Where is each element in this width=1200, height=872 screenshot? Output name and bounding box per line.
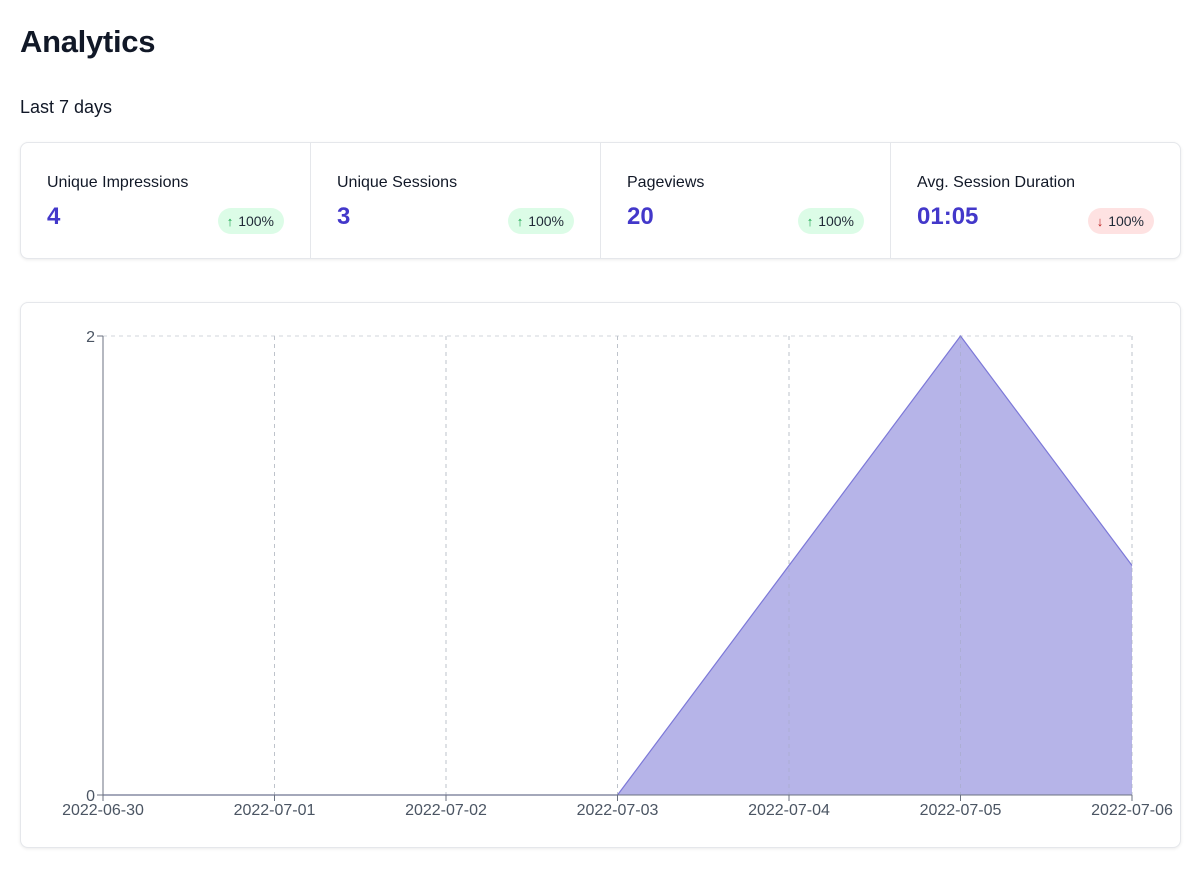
stat-unique-impressions: Unique Impressions 4 ↑ 100% [21, 143, 311, 258]
stat-unique-sessions: Unique Sessions 3 ↑ 100% [311, 143, 601, 258]
stat-value: 20 [627, 203, 654, 230]
stat-avg-session-duration: Avg. Session Duration 01:05 ↓ 100% [891, 143, 1180, 258]
change-badge: ↑ 100% [797, 208, 864, 234]
change-value: 100% [1108, 213, 1144, 229]
x-tick-label: 2022-07-02 [405, 802, 487, 819]
change-value: 100% [528, 213, 564, 229]
change-value: 100% [238, 213, 274, 229]
arrow-up-icon: ↑ [516, 213, 524, 229]
change-badge: ↑ 100% [507, 208, 574, 234]
x-tick-label: 2022-07-06 [1091, 802, 1173, 819]
change-badge: ↓ 100% [1087, 208, 1154, 234]
area-fill [103, 336, 1132, 795]
y-tick-label: 0 [86, 788, 95, 805]
stats-card: Unique Impressions 4 ↑ 100% Unique Sessi… [20, 142, 1181, 259]
x-tick-label: 2022-06-30 [62, 802, 144, 819]
stat-label: Unique Impressions [47, 174, 189, 191]
stat-label: Avg. Session Duration [917, 174, 1076, 191]
x-tick-label: 2022-07-04 [748, 802, 830, 819]
stat-value: 01:05 [917, 203, 979, 230]
arrow-up-icon: ↑ [806, 213, 814, 229]
stat-label: Unique Sessions [337, 174, 458, 191]
change-value: 100% [818, 213, 854, 229]
chart-card: 0 2 2022-06-30 2022-07-01 2022-07-02 2022-07-… [20, 302, 1181, 848]
change-badge: ↑ 100% [217, 208, 284, 234]
page-title: Analytics [20, 24, 156, 59]
stat-value: 3 [337, 203, 351, 230]
y-tick-label: 2 [86, 329, 95, 346]
x-tick-label: 2022-07-01 [234, 802, 316, 819]
x-tick-label: 2022-07-03 [577, 802, 659, 819]
arrow-down-icon: ↓ [1096, 213, 1104, 229]
stat-label: Pageviews [627, 174, 705, 191]
stat-value: 4 [47, 203, 61, 230]
x-tick-label: 2022-07-05 [920, 802, 1002, 819]
stat-pageviews: Pageviews 20 ↑ 100% [601, 143, 891, 258]
area-chart: 0 2 2022-06-30 2022-07-01 2022-07-02 2022-07-… [62, 329, 1173, 819]
arrow-up-icon: ↑ [226, 213, 234, 229]
period-label: Last 7 days [20, 97, 113, 117]
